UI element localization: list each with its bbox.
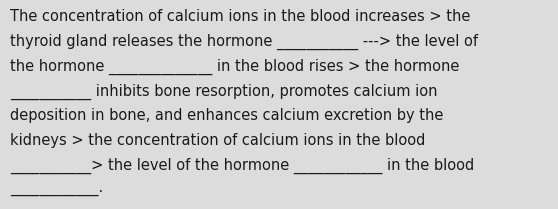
- Text: ___________ inhibits bone resorption, promotes calcium ion: ___________ inhibits bone resorption, pr…: [10, 83, 437, 100]
- Text: ___________> the level of the hormone ____________ in the blood: ___________> the level of the hormone __…: [10, 157, 474, 174]
- Text: deposition in bone, and enhances calcium excretion by the: deposition in bone, and enhances calcium…: [10, 108, 444, 123]
- Text: kidneys > the concentration of calcium ions in the blood: kidneys > the concentration of calcium i…: [10, 133, 425, 148]
- Text: the hormone ______________ in the blood rises > the hormone: the hormone ______________ in the blood …: [10, 59, 459, 75]
- Text: The concentration of calcium ions in the blood increases > the: The concentration of calcium ions in the…: [10, 9, 470, 24]
- Text: thyroid gland releases the hormone ___________ ---> the level of: thyroid gland releases the hormone _____…: [10, 34, 478, 50]
- Text: ____________.: ____________.: [10, 182, 103, 197]
